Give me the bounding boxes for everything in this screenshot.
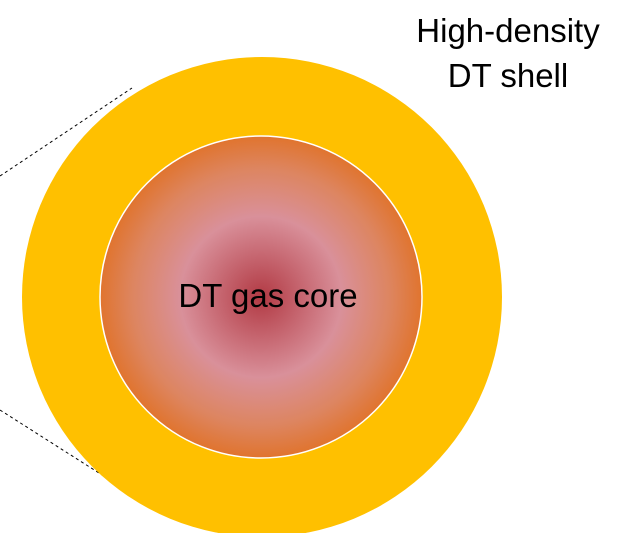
dashed-line [0,409,133,495]
core-label: DT gas core [178,277,357,314]
shell-label: High-density [416,12,600,49]
dashed-line [0,87,133,177]
shell-label: DT shell [448,57,568,94]
core [99,135,423,459]
